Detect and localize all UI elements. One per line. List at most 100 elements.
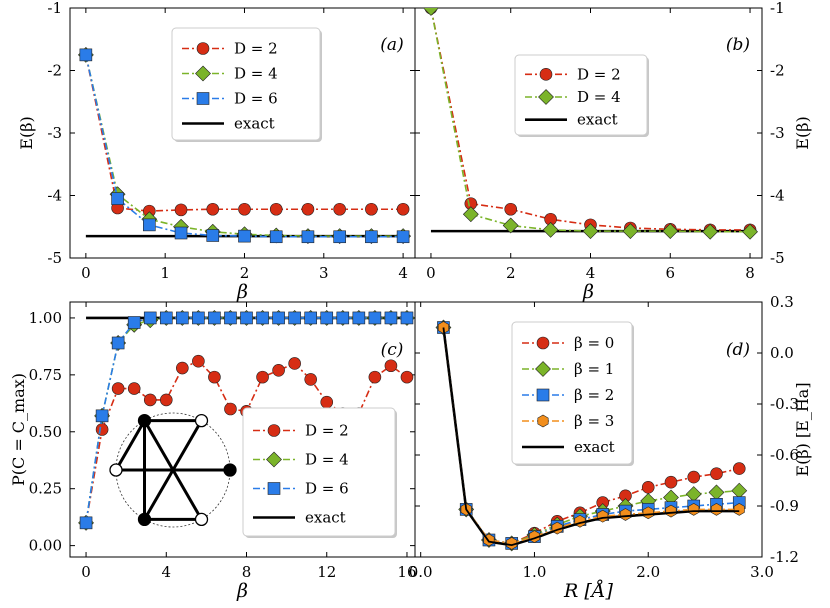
legend: D = 2 D = 4 exact [514, 54, 649, 137]
panel-label: (c) [381, 340, 404, 360]
x-axis-label: β [582, 281, 594, 303]
x-tick-label: 3.0 [750, 563, 774, 581]
data-point-2 [336, 311, 350, 325]
data-point-0 [269, 202, 283, 216]
x-tick-label: 4 [586, 264, 596, 282]
data-point-2 [304, 311, 317, 325]
legend-label: exact [577, 111, 618, 129]
legend-box [242, 407, 396, 537]
x-tick-label: 2 [240, 264, 250, 282]
x-tick-label: 0 [426, 264, 436, 282]
panel-a: 0 1 2 3 4 -5 -4 -3 -2 -1 β E(β) D = 2 D = 4 D = 6 exact… [17, 0, 416, 303]
y-tick-label: -4 [47, 187, 62, 205]
legend-marker [539, 68, 553, 81]
panel-b: 0 2 4 6 8 -5 -4 -3 -2 -1 β E(β) D = 2 D = 4 exact (b) [414, 0, 812, 303]
data-point-1 [685, 486, 702, 503]
data-point-0 [732, 462, 746, 475]
y-tick-label: 0.3 [770, 293, 794, 311]
x-tick-label: 0 [81, 264, 91, 282]
y-axis-label: E(β) [793, 116, 812, 149]
data-point-3 [733, 503, 745, 516]
x-tick-label: 2 [506, 264, 516, 282]
inset-vertex [223, 463, 237, 477]
y-tick-label: 0.25 [29, 480, 62, 498]
data-point-2 [206, 229, 220, 242]
data-point-2 [174, 226, 188, 240]
legend-marker [196, 92, 210, 105]
data-point-1 [502, 217, 519, 234]
data-point-2 [365, 230, 378, 244]
panel-label: (a) [380, 35, 403, 55]
inset-vertex [194, 512, 209, 527]
y-tick-label: -0.9 [770, 497, 799, 515]
plot-area [423, 8, 758, 240]
data-point-0 [333, 202, 346, 216]
data-point-1 [702, 223, 719, 240]
data-point-2 [384, 311, 398, 325]
inset-vertex [137, 413, 152, 428]
legend-label: β = 1 [574, 360, 614, 378]
data-point-0 [304, 373, 317, 386]
x-tick-label: 8 [745, 264, 755, 282]
legend-marker [195, 65, 211, 82]
data-point-2 [288, 311, 301, 325]
legend-label: D = 2 [234, 40, 278, 58]
data-point-0 [384, 359, 398, 373]
data-point-2 [333, 230, 346, 244]
data-point-2 [143, 311, 157, 325]
data-point-0 [396, 202, 410, 216]
y-axis-label: E(β) [17, 116, 36, 149]
data-point-1 [622, 223, 639, 240]
data-point-0 [368, 370, 382, 384]
data-point-0 [224, 402, 237, 416]
data-point-0 [176, 361, 189, 375]
data-point-0 [288, 357, 301, 370]
data-point-2 [79, 516, 93, 530]
data-point-0 [504, 202, 518, 216]
data-point-0 [664, 475, 678, 489]
data-point-1 [582, 223, 599, 240]
data-point-2 [111, 192, 124, 205]
data-point-0 [127, 382, 141, 395]
data-point-0 [143, 393, 157, 407]
x-axis-label: β [236, 281, 248, 303]
data-point-1 [731, 482, 748, 499]
y-tick-label: 0.50 [29, 423, 62, 441]
data-point-0 [710, 467, 723, 481]
y-axis-label: P(C = C_max) [9, 373, 28, 486]
data-point-3 [642, 506, 654, 520]
y-tick-label: -3 [770, 124, 785, 142]
y-tick-label: 0.00 [29, 537, 62, 555]
inset-vertex [194, 413, 209, 428]
data-point-0 [111, 382, 125, 395]
y-tick-label: -5 [770, 249, 785, 267]
legend-label: exact [574, 438, 615, 456]
legend: D = 2 D = 4 D = 6 exact [171, 27, 322, 142]
data-point-0 [641, 480, 655, 494]
y-tick-label: -4 [770, 187, 785, 205]
data-point-1 [462, 206, 479, 223]
panel-label: (b) [726, 35, 750, 55]
legend-marker [266, 451, 282, 468]
data-point-2 [269, 230, 283, 244]
data-point-2 [400, 311, 414, 325]
x-tick-label: 6 [665, 264, 675, 282]
data-point-2 [256, 311, 269, 325]
data-point-2 [368, 311, 382, 325]
y-tick-label: -2 [770, 62, 785, 80]
data-point-2 [238, 229, 251, 243]
legend-marker [538, 89, 554, 105]
y-axis-label: E(β) [E_Ha] [793, 382, 812, 476]
data-point-2 [301, 230, 315, 244]
x-tick-label: 16 [397, 563, 416, 581]
data-point-2 [224, 311, 237, 325]
legend-marker [267, 482, 281, 495]
y-tick-label: -0.6 [770, 446, 799, 464]
legend-label: D = 6 [305, 480, 349, 498]
legend-label: D = 6 [234, 90, 278, 108]
data-point-0 [174, 203, 188, 217]
y-tick-label: -1 [770, 0, 785, 17]
legend-label: β = 3 [574, 412, 614, 430]
data-point-0 [192, 354, 205, 368]
